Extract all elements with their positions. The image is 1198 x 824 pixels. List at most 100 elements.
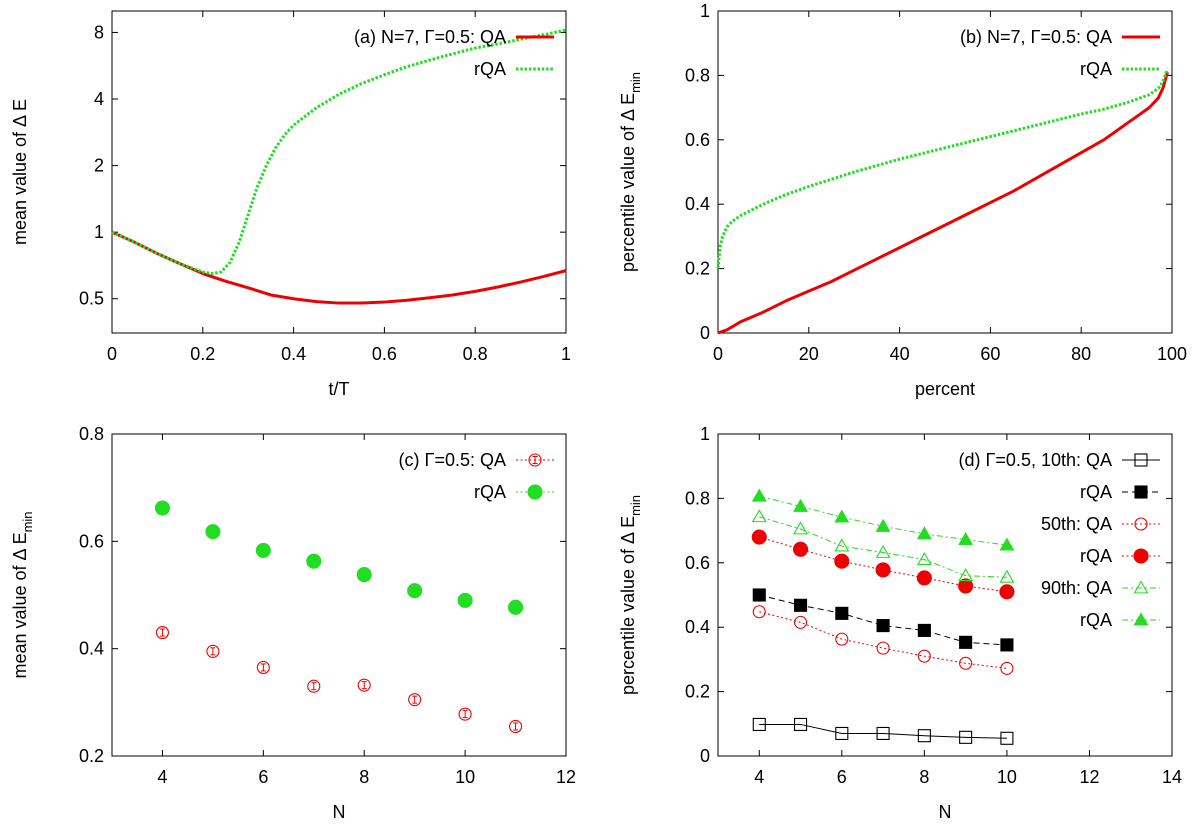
data-point — [834, 553, 850, 569]
data-point — [154, 500, 170, 516]
x-tick-label: 8 — [359, 767, 369, 787]
data-point — [793, 498, 808, 512]
data-point — [752, 588, 766, 602]
legend-label: rQA — [474, 482, 506, 502]
data-point — [792, 541, 809, 557]
y-tick-label: 1 — [700, 1, 710, 21]
y-axis-label-main: percentile value of Δ E — [618, 93, 638, 272]
x-tick-label: 100 — [1157, 344, 1187, 364]
plot-frame — [111, 10, 567, 334]
legend-label: rQA — [1080, 59, 1112, 79]
data-point — [917, 623, 931, 637]
data-point — [509, 719, 523, 734]
series-1 — [155, 626, 523, 734]
data-point — [155, 626, 169, 640]
legend-label: (b) N=7, Γ=0.5: QA — [960, 27, 1112, 47]
data-point — [959, 730, 973, 744]
y-axis-label-subscript: min — [628, 72, 643, 93]
series-1 — [752, 717, 1014, 745]
y-axis-label: percentile value of Δ Emin — [618, 495, 643, 695]
data-point — [793, 521, 808, 535]
data-point — [958, 568, 974, 582]
x-tick-label: 20 — [799, 344, 819, 364]
x-tick-label: 14 — [1162, 767, 1182, 787]
data-point — [1134, 453, 1148, 467]
y-axis-label-main: mean value of Δ E — [10, 99, 30, 245]
data-point — [875, 562, 891, 578]
x-axis-label: N — [939, 802, 952, 822]
data-point — [835, 726, 849, 741]
data-point — [958, 578, 974, 594]
data-point — [256, 660, 270, 675]
x-tick-label: 10 — [455, 767, 475, 787]
series-1 — [717, 71, 1169, 335]
panel-b: 0 20 40 60 80 100 0 0.2 0.4 0.6 0.8 1 percent percent… — [618, 1, 1187, 399]
plot-frame — [111, 433, 567, 757]
x-tick-label: 0.4 — [281, 344, 306, 364]
y-axis-label-main: percentile value of Δ E — [618, 516, 638, 695]
data-point — [917, 729, 931, 743]
data-point — [835, 632, 849, 646]
y-tick-label: 4 — [94, 89, 104, 109]
y-axis-label: mean value of Δ Emin — [10, 511, 35, 678]
legend-label: (a) N=7, Γ=0.5: QA — [354, 27, 506, 47]
y-tick-label: 1 — [94, 222, 104, 242]
data-point — [916, 551, 932, 566]
legend: (d) Γ=0.5, 10th: QA rQA 50th: QA rQA 90th: Q… — [959, 450, 1160, 630]
x-tick-label: 6 — [837, 767, 847, 787]
data-point — [1000, 731, 1014, 745]
data-point — [876, 619, 890, 633]
data-point — [306, 553, 322, 569]
legend: (b) N=7, Γ=0.5: QA rQA — [960, 27, 1160, 79]
x-tick-label: 80 — [1071, 344, 1091, 364]
series-line — [759, 723, 1007, 739]
data-point — [999, 569, 1015, 583]
data-point — [1134, 485, 1148, 499]
x-axis-label: percent — [915, 379, 975, 399]
data-point — [876, 726, 890, 741]
y-tick-label: 0.8 — [79, 424, 104, 444]
y-tick-label: 0.4 — [79, 639, 104, 659]
legend-label: rQA — [1080, 610, 1112, 630]
x-tick-label: 0 — [713, 344, 723, 364]
x-axis-label: t/T — [329, 379, 350, 399]
y-tick-label: 0.4 — [685, 194, 710, 214]
x-tick-label: 4 — [754, 767, 764, 787]
data-point — [356, 567, 372, 583]
series-line — [716, 68, 1169, 269]
data-point — [752, 717, 766, 731]
y-tick-label: 0.2 — [79, 746, 104, 766]
y-axis-label: mean value of Δ E — [10, 99, 30, 245]
data-point — [959, 656, 973, 670]
y-tick-label: 0.2 — [685, 259, 710, 279]
x-axis-label: N — [333, 802, 346, 822]
data-point — [528, 453, 542, 467]
data-point — [1000, 661, 1014, 675]
data-point — [1000, 638, 1014, 652]
legend-label: (d) Γ=0.5, 10th: QA — [959, 450, 1113, 470]
legend-label: rQA — [1080, 482, 1112, 502]
x-tick-label: 6 — [258, 767, 268, 787]
data-point — [916, 570, 932, 586]
series-1 — [111, 230, 567, 305]
x-tick-label: 0.8 — [463, 344, 488, 364]
y-tick-label: 2 — [94, 156, 104, 176]
data-point — [751, 529, 767, 545]
series-3 — [752, 605, 1014, 675]
legend: (a) N=7, Γ=0.5: QA rQA — [354, 27, 554, 79]
data-point — [255, 542, 271, 559]
panel-a: 0 0.2 0.4 0.6 0.8 1 0.5 1 2 4 8 t/T mean value of Δ … — [10, 10, 571, 399]
x-tick-label: 10 — [997, 767, 1017, 787]
y-axis-label-subscript: min — [20, 511, 35, 532]
data-point — [508, 599, 524, 615]
y-tick-label: 0.2 — [685, 682, 710, 702]
y-tick-label: 0.6 — [685, 553, 710, 573]
data-point — [834, 538, 850, 552]
data-point — [458, 707, 472, 721]
data-point — [835, 606, 849, 620]
data-point — [751, 509, 767, 523]
data-point — [793, 717, 808, 731]
x-tick-label: 12 — [556, 767, 576, 787]
legend-label: rQA — [474, 59, 506, 79]
